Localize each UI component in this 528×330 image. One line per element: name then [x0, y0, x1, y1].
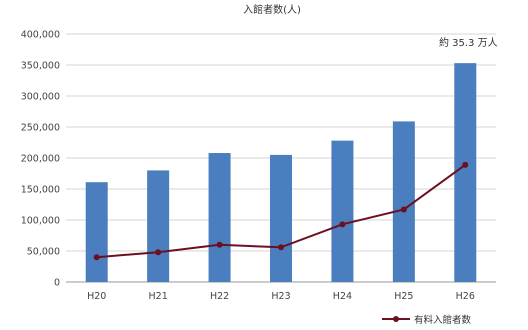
- bar-series: [85, 63, 477, 282]
- legend-marker-swatch: [393, 316, 399, 322]
- bar: [208, 153, 231, 282]
- bar: [454, 63, 477, 282]
- line-point: [278, 244, 284, 251]
- line-point: [155, 249, 162, 256]
- x-tick-label: H20: [87, 291, 106, 302]
- y-tick-label: 300,000: [21, 92, 60, 103]
- y-tick-label: 100,000: [21, 216, 60, 227]
- y-axis-tick-labels: 0 50,000 100,000 150,000 200,000 250,000 300,0…: [21, 30, 60, 289]
- line-point: [216, 241, 223, 248]
- y-tick-label: 50,000: [27, 247, 60, 258]
- y-tick-label: 350,000: [21, 61, 60, 72]
- y-tick-label: 0: [54, 278, 60, 289]
- bar: [331, 140, 354, 282]
- legend-label: 有料入館者数: [414, 314, 472, 326]
- line-point: [400, 206, 407, 213]
- bar: [147, 170, 170, 282]
- x-tick-label: H23: [271, 291, 290, 302]
- bar: [392, 121, 415, 282]
- h26-annotation: 約 35.3 万人: [439, 36, 498, 49]
- y-tick-label: 400,000: [21, 30, 60, 41]
- line-point: [462, 161, 469, 168]
- line-point: [339, 221, 346, 228]
- chart-title: 入館者数(人): [243, 3, 301, 16]
- x-tick-label: H26: [456, 291, 475, 302]
- y-tick-label: 250,000: [21, 123, 60, 134]
- legend: 有料入館者数: [382, 314, 472, 326]
- bar: [85, 182, 108, 282]
- x-tick-label: H25: [394, 291, 413, 302]
- x-tick-label: H24: [333, 291, 352, 302]
- line-point: [93, 254, 100, 261]
- y-tick-label: 150,000: [21, 185, 60, 196]
- x-tick-label: H22: [210, 291, 229, 302]
- y-tick-label: 200,000: [21, 154, 60, 165]
- line-series: [93, 161, 469, 261]
- x-axis-tick-labels: H20 H21 H22 H23 H24 H25 H26: [87, 291, 475, 302]
- x-tick-label: H21: [149, 291, 168, 302]
- bar: [270, 154, 292, 282]
